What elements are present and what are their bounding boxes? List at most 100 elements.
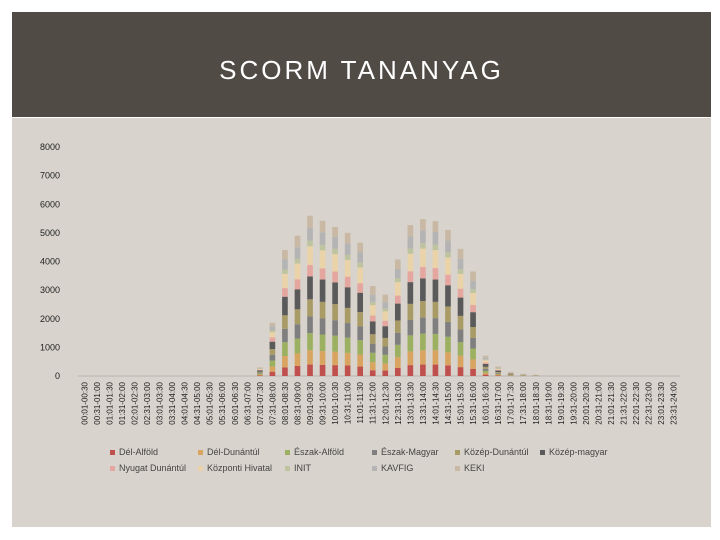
bar-segment xyxy=(319,220,326,233)
bar-segment xyxy=(507,371,514,373)
bar-segment xyxy=(369,301,376,306)
bar-segment xyxy=(282,328,288,343)
bar-segment xyxy=(282,355,288,368)
bar-segment xyxy=(269,326,276,331)
bar-segment xyxy=(344,337,351,353)
legend-label: Központi Hivatal xyxy=(207,463,273,473)
bar-segment xyxy=(332,248,338,255)
bar-segment xyxy=(495,368,501,370)
x-tick-label: 21:01-21:30 xyxy=(607,381,616,424)
y-tick-label: 2000 xyxy=(40,314,60,324)
bar-segment xyxy=(495,373,501,375)
bar-segment xyxy=(482,372,489,375)
bar-segment xyxy=(470,359,476,369)
bar-segment xyxy=(369,315,376,322)
bar-segment xyxy=(319,318,326,335)
bar-segment xyxy=(394,344,401,358)
legend-label: KAVFIG xyxy=(381,463,414,473)
bar-segment xyxy=(432,279,439,302)
bar-segment xyxy=(432,318,439,334)
bar-segment xyxy=(257,367,263,369)
bar-segment xyxy=(269,330,276,333)
y-tick-label: 5000 xyxy=(40,228,60,238)
bar-segment xyxy=(457,269,464,274)
x-tick-label: 07:01-07:30 xyxy=(256,381,265,424)
bar-segment xyxy=(357,354,364,367)
legend-swatch xyxy=(285,449,290,455)
bar-segment xyxy=(407,319,414,336)
bar-segment xyxy=(357,312,364,327)
bar-segment xyxy=(332,365,338,376)
bar-segment xyxy=(319,232,326,245)
bar-segment xyxy=(357,283,364,293)
bar-segment xyxy=(495,375,501,376)
bar-segment xyxy=(394,295,401,304)
bar-segment xyxy=(332,254,338,272)
x-tick-label: 17:01-17:30 xyxy=(507,381,516,424)
y-tick-label: 6000 xyxy=(40,199,60,209)
y-tick-label: 8000 xyxy=(40,142,60,152)
bar-segment xyxy=(257,375,263,376)
bar-segment xyxy=(482,357,489,360)
legend-item: Közép-Dunántúl xyxy=(455,447,529,457)
bar-segment xyxy=(319,250,326,269)
legend-label: Dél-Dunántúl xyxy=(207,447,260,457)
bar-segment xyxy=(382,337,389,347)
bar-segment xyxy=(332,271,338,283)
bar-segment xyxy=(332,320,338,336)
bar-segment xyxy=(344,232,351,244)
bar-segment xyxy=(382,294,389,303)
bar-segment xyxy=(357,252,364,263)
legend-label: INIT xyxy=(294,463,311,473)
bar-segment xyxy=(445,352,451,366)
bar-segment xyxy=(407,282,414,304)
bar-segment xyxy=(457,355,464,368)
bar-segment xyxy=(420,266,426,279)
bar-segment xyxy=(319,279,326,302)
bar-segment xyxy=(369,370,376,376)
bar-segment xyxy=(344,352,351,366)
x-tick-label: 08:31-09:00 xyxy=(293,381,302,424)
bar-segment xyxy=(470,348,476,360)
bar-segment xyxy=(257,369,263,371)
legend-swatch xyxy=(198,449,203,455)
x-tick-label: 01:31-02:00 xyxy=(118,381,127,424)
bar-segment xyxy=(495,372,501,374)
bar-segment xyxy=(307,316,313,334)
bar-segment xyxy=(445,321,451,337)
bar-segment xyxy=(470,280,476,290)
y-tick-label: 1000 xyxy=(40,342,60,352)
bar-segment xyxy=(445,285,451,307)
bar-segment xyxy=(457,297,464,316)
bar-segment xyxy=(482,362,489,364)
x-tick-label: 15:31-16:00 xyxy=(469,381,478,424)
x-tick-label: 03:01-03:30 xyxy=(156,381,165,424)
bar-segment xyxy=(445,252,451,258)
legend-item: Észak-Magyar xyxy=(372,447,439,457)
bar-segment xyxy=(470,327,476,338)
bar-segment xyxy=(344,365,351,376)
bar-segment xyxy=(407,351,414,366)
bar-segment xyxy=(482,360,489,363)
bar-segment xyxy=(344,243,351,255)
bar-segment xyxy=(294,365,301,376)
bar-segment xyxy=(507,373,514,375)
bar-segment xyxy=(269,371,276,376)
bar-segment xyxy=(420,301,426,318)
x-tick-label: 19:01-19:30 xyxy=(557,381,566,424)
bar-segment xyxy=(357,262,364,268)
bar-segment xyxy=(394,268,401,279)
x-tick-label: 18:01-18:30 xyxy=(532,381,541,424)
bar-segment xyxy=(445,240,451,253)
bar-segment xyxy=(420,350,426,365)
bar-segment xyxy=(470,368,476,376)
x-tick-label: 22:31-23:00 xyxy=(645,381,654,424)
x-tick-label: 10:01-10:30 xyxy=(331,381,340,424)
bar-segment xyxy=(445,336,451,353)
x-tick-label: 20:31-21:00 xyxy=(594,381,603,424)
bar-segment xyxy=(407,365,414,376)
x-tick-label: 14:01-14:30 xyxy=(431,381,440,424)
title-band: SCORM TANANYAG xyxy=(12,12,711,117)
bar-segment xyxy=(394,282,401,296)
